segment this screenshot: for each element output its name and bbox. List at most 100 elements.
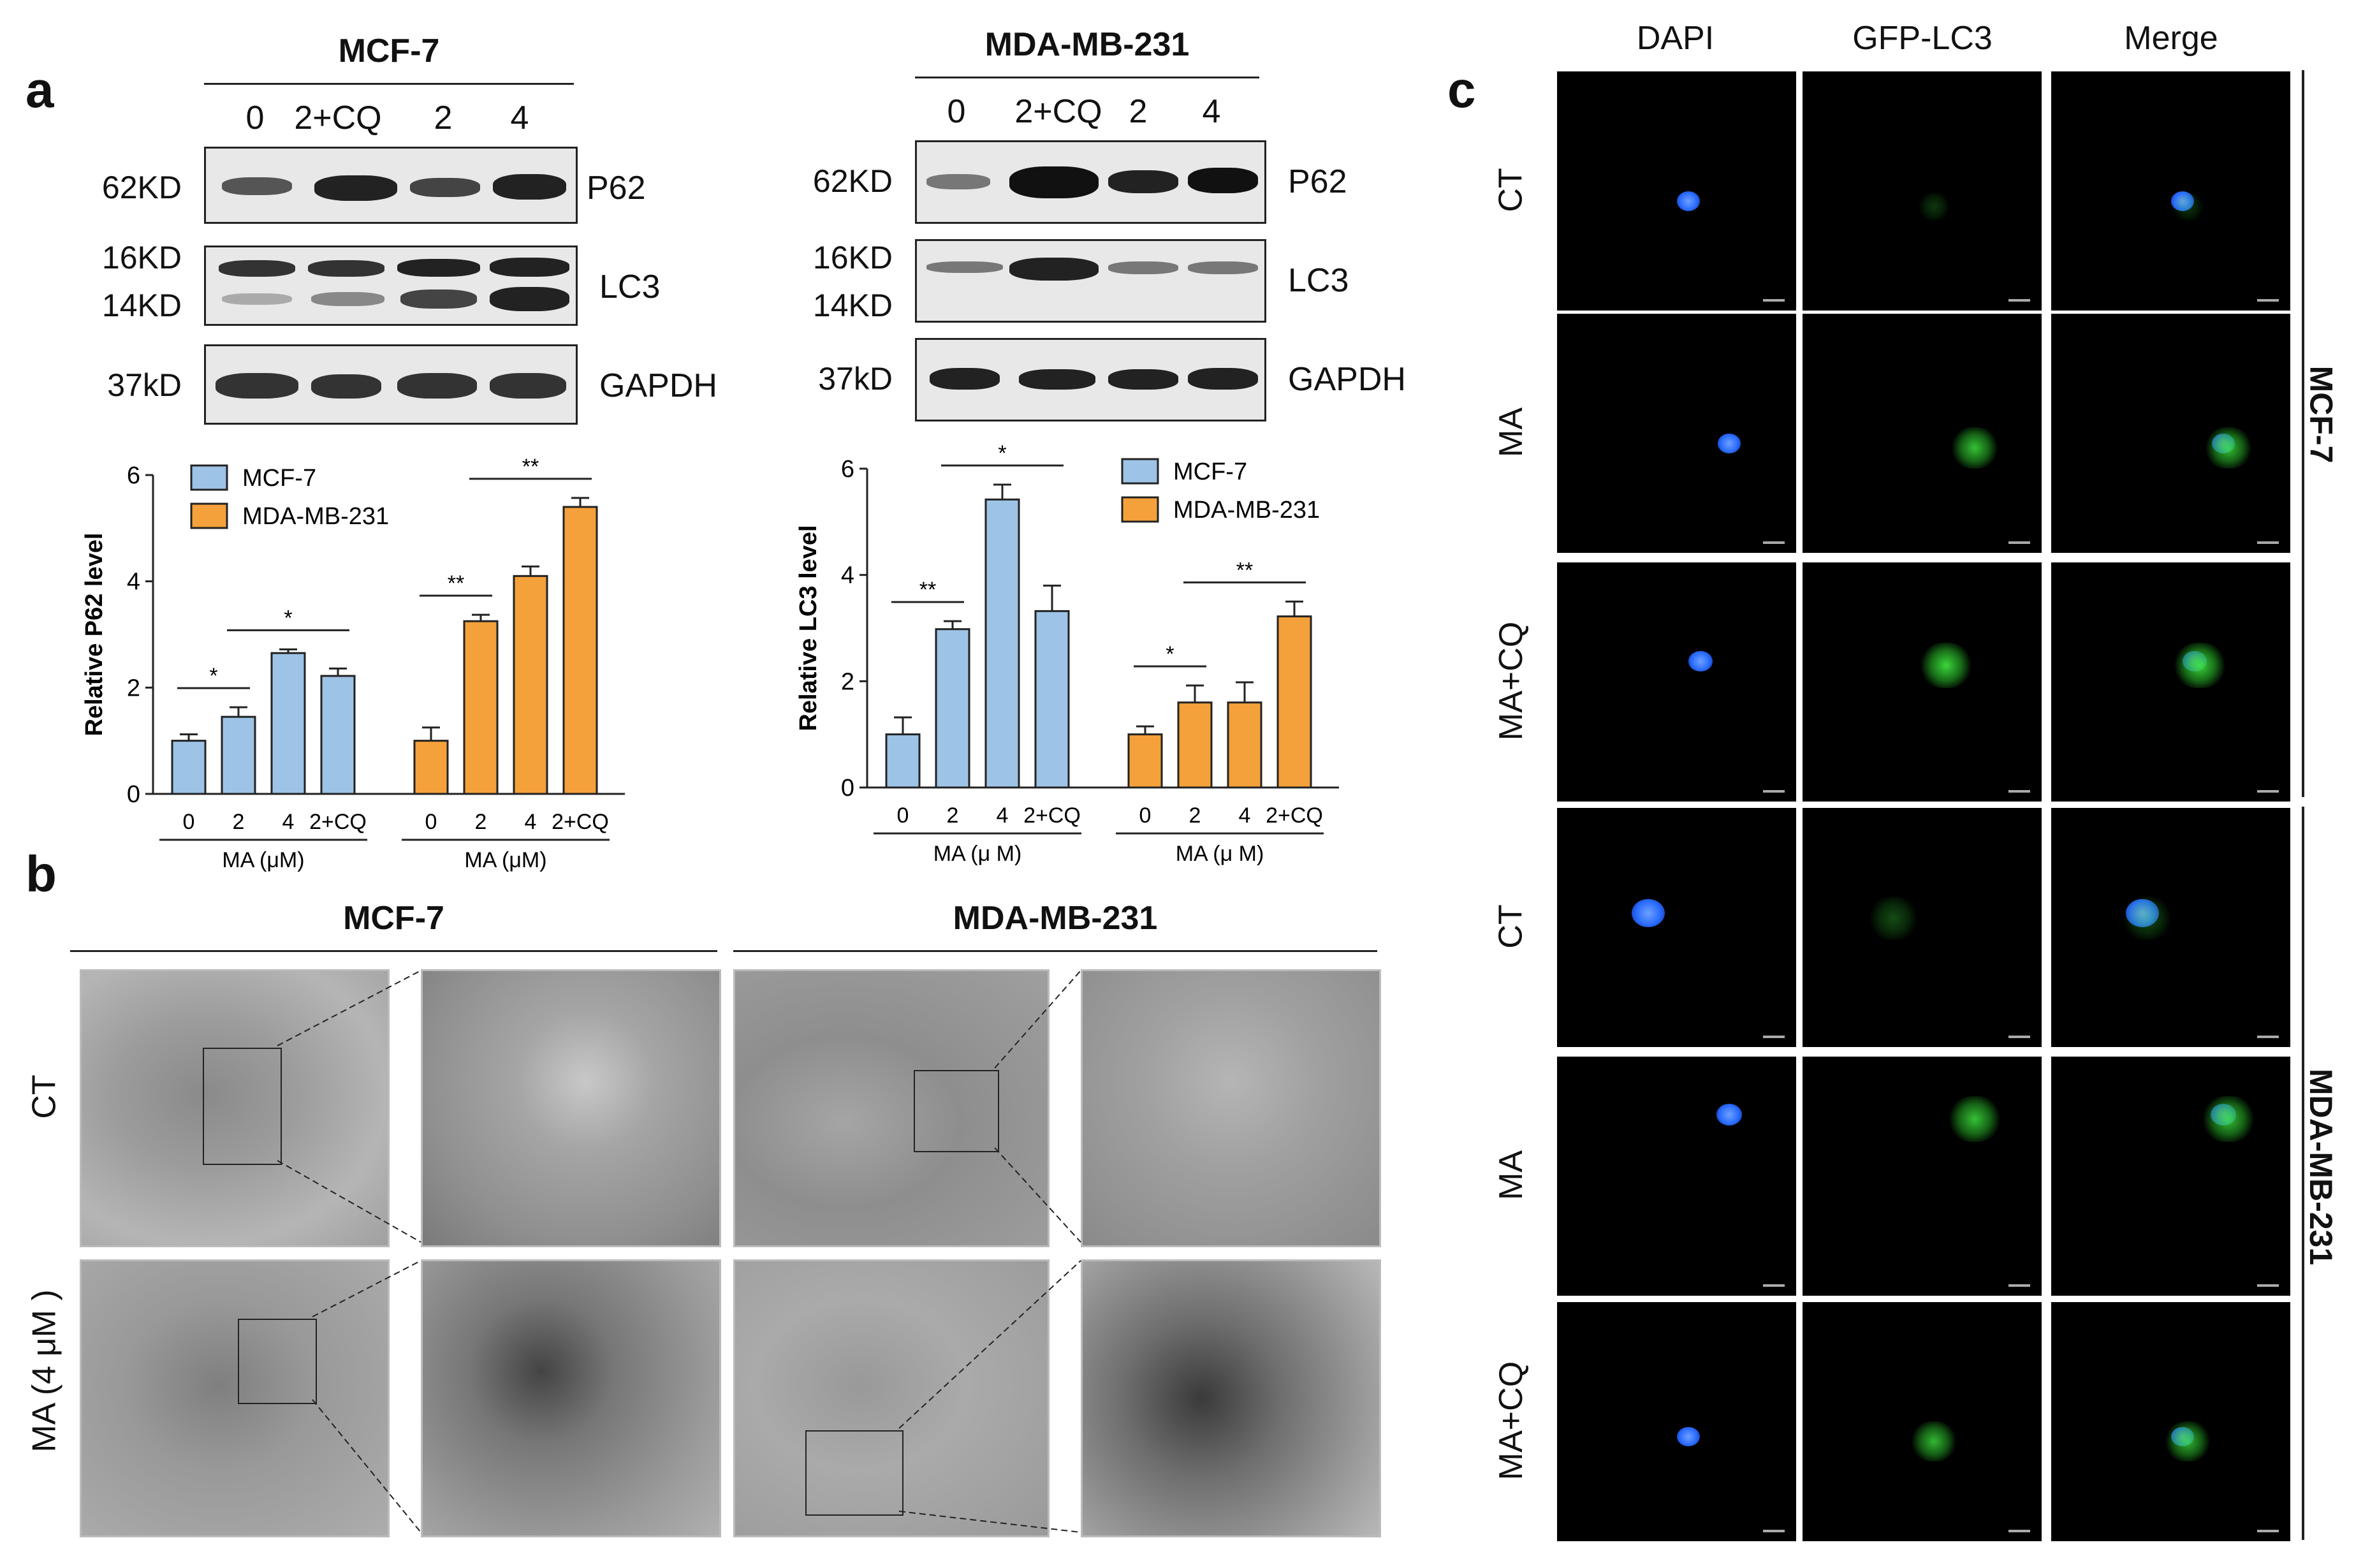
bar	[885, 733, 921, 789]
legend-label: MCF-7	[242, 465, 316, 492]
scale-bar	[2257, 541, 2279, 544]
bar	[513, 575, 548, 795]
bar	[935, 628, 970, 789]
em-zoom-mda-ma	[1081, 1259, 1381, 1537]
kd-label: 16KD	[812, 240, 893, 275]
significance-mark: **	[919, 578, 936, 602]
x-tick-label: 2	[475, 810, 487, 834]
bar	[984, 498, 1020, 789]
zoom-box	[203, 1048, 282, 1165]
scale-bar	[2257, 790, 2279, 793]
row-label-ct: CT	[1492, 167, 1530, 212]
lane-label: 0	[245, 99, 265, 136]
lane-label: 2+CQ	[294, 99, 382, 136]
scale-bar	[2257, 299, 2279, 302]
x-tick-label: 2	[233, 810, 245, 834]
gfp-puncta	[2174, 642, 2225, 689]
merge-image	[2050, 561, 2292, 803]
gapdh-blot	[204, 344, 578, 425]
x-tick-label: 2+CQ	[1266, 803, 1323, 828]
gfp-lc3-image	[1801, 561, 2043, 803]
gfp-lc3-image	[1801, 70, 2043, 312]
scale-bar	[2008, 299, 2030, 302]
lc3-blot	[915, 239, 1266, 323]
protein-label: P62	[587, 170, 646, 207]
kd-label: 62KD	[101, 170, 182, 205]
em-zoom-mda-ct	[1081, 969, 1381, 1247]
scale-bar	[2008, 1284, 2030, 1287]
em-image-mcf7-ma	[80, 1259, 390, 1537]
y-tick-label: 0	[841, 775, 854, 802]
group-label: MA (μ M)	[1176, 842, 1264, 866]
em-image-mda-ct	[733, 969, 1050, 1247]
gfp-puncta	[2205, 427, 2251, 469]
group-label: MA (μM)	[464, 848, 546, 872]
em-image-mcf7-ct	[80, 969, 390, 1247]
gfp-puncta	[2172, 192, 2204, 221]
gfp-lc3-image	[1801, 807, 2043, 1048]
p62-blot	[204, 147, 578, 224]
protein-label: P62	[1288, 163, 1347, 200]
panel-a-mcf7-title: MCF-7	[338, 33, 440, 70]
gfp-lc3-image	[1801, 1301, 2043, 1542]
scale-bar	[1763, 541, 1785, 544]
y-tick-label: 6	[841, 456, 854, 483]
bar	[221, 715, 256, 795]
merge-image	[2050, 807, 2292, 1048]
scale-bar	[1763, 1036, 1785, 1038]
gapdh-blot	[915, 338, 1266, 421]
title-rule	[915, 77, 1259, 78]
lane-label: 4	[1202, 93, 1221, 130]
kd-label: 62KD	[812, 163, 893, 199]
x-tick-label: 2	[947, 803, 959, 828]
nucleus	[2125, 898, 2159, 927]
lane-label: 2	[1129, 93, 1148, 130]
legend-swatch	[1121, 496, 1159, 523]
y-tick-label: 0	[127, 781, 140, 808]
em-image-mda-ma	[733, 1259, 1050, 1537]
zoom-box	[914, 1070, 999, 1152]
bar	[171, 740, 207, 795]
nucleus	[1677, 1426, 1701, 1447]
group-label: MA (μ M)	[933, 842, 1022, 866]
y-tick-label: 6	[127, 462, 140, 489]
em-zoom-mcf7-ma	[421, 1259, 721, 1537]
zoom-box	[238, 1319, 317, 1404]
gfp-puncta	[1952, 427, 1998, 469]
scale-bar	[2257, 1284, 2279, 1287]
kd-label: 16KD	[101, 240, 182, 275]
merge-image	[2050, 1301, 2292, 1542]
panel-c-label: c	[1447, 61, 1476, 118]
column-header-merge: Merge	[2124, 20, 2218, 57]
protein-label: GAPDH	[599, 367, 717, 404]
column-header-gfp-lc3: GFP-LC3	[1852, 20, 1993, 57]
significance-mark: **	[1236, 558, 1253, 582]
row-label-ma: MA	[1493, 1150, 1530, 1200]
x-tick-label: 4	[1239, 803, 1251, 828]
bar	[463, 620, 499, 795]
scale-bar	[2008, 1036, 2030, 1038]
bar	[1034, 610, 1070, 789]
scale-bar	[1763, 790, 1785, 793]
y-tick-label: 4	[841, 562, 854, 589]
scale-bar	[2008, 541, 2030, 544]
scale-bar	[2008, 1530, 2030, 1532]
nucleus	[2171, 191, 2195, 211]
scale-bar	[1763, 1530, 1785, 1532]
group-bracket	[2302, 807, 2304, 1540]
scale-bar	[2008, 790, 2030, 793]
merge-image	[2050, 312, 2292, 554]
zoom-box	[805, 1430, 903, 1516]
gfp-puncta	[2123, 897, 2172, 940]
gfp-puncta	[1912, 1421, 1957, 1462]
lc3-blot	[204, 245, 578, 326]
y-tick-label: 2	[127, 675, 140, 701]
nucleus	[1677, 191, 1701, 211]
x-tick-label: 2+CQ	[1023, 803, 1081, 828]
x-tick-label: 2+CQ	[309, 810, 367, 834]
x-tick-label: 2+CQ	[552, 810, 609, 834]
y-tick-label: 2	[841, 668, 854, 695]
dapi-image	[1556, 561, 1797, 803]
scale-bar	[2257, 1530, 2279, 1532]
